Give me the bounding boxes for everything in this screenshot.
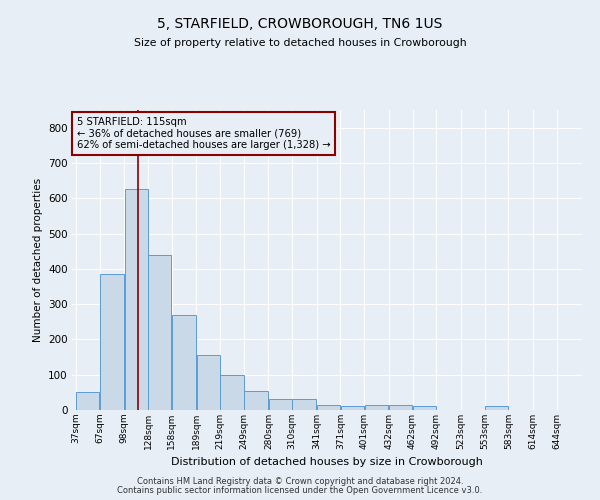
Bar — [100, 274, 124, 410]
Bar — [317, 404, 340, 410]
Bar — [172, 314, 196, 410]
Y-axis label: Number of detached properties: Number of detached properties — [32, 178, 43, 342]
Text: Contains HM Land Registry data © Crown copyright and database right 2024.: Contains HM Land Registry data © Crown c… — [137, 477, 463, 486]
Bar — [76, 392, 100, 410]
Text: 5 STARFIELD: 115sqm
← 36% of detached houses are smaller (769)
62% of semi-detac: 5 STARFIELD: 115sqm ← 36% of detached ho… — [77, 117, 331, 150]
Text: Contains public sector information licensed under the Open Government Licence v3: Contains public sector information licen… — [118, 486, 482, 495]
Bar — [389, 404, 412, 410]
Bar — [197, 356, 220, 410]
Bar — [292, 400, 316, 410]
Bar — [220, 374, 244, 410]
Bar — [341, 406, 364, 410]
Text: 5, STARFIELD, CROWBOROUGH, TN6 1US: 5, STARFIELD, CROWBOROUGH, TN6 1US — [157, 18, 443, 32]
Bar — [365, 404, 388, 410]
Bar — [148, 254, 172, 410]
Bar — [413, 406, 436, 410]
Bar — [269, 400, 292, 410]
Bar — [125, 190, 148, 410]
X-axis label: Distribution of detached houses by size in Crowborough: Distribution of detached houses by size … — [171, 458, 483, 468]
Bar — [244, 390, 268, 410]
Bar — [485, 406, 508, 410]
Text: Size of property relative to detached houses in Crowborough: Size of property relative to detached ho… — [134, 38, 466, 48]
